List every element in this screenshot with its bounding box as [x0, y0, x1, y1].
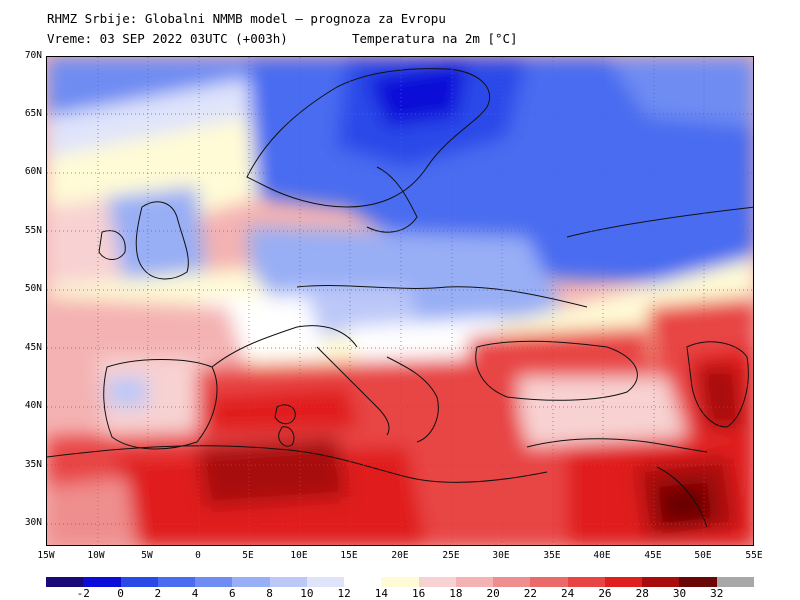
legend-swatch: [269, 577, 308, 587]
lon-label: 50E: [694, 550, 712, 561]
lon-label: 30E: [492, 550, 510, 561]
lon-label: 10W: [87, 550, 105, 561]
lat-label: 55N: [24, 225, 42, 236]
lon-label: 5W: [141, 550, 153, 561]
legend-swatch: [604, 577, 643, 587]
legend-label: 28: [635, 587, 649, 600]
legend-label: 30: [672, 587, 687, 600]
legend-swatch: [195, 577, 233, 587]
chart-title: RHMZ Srbije: Globalni NMMB model — progn…: [47, 11, 446, 26]
lat-label: 35N: [24, 459, 42, 470]
legend-swatch: [232, 577, 271, 587]
lon-label: 10E: [290, 550, 308, 561]
lon-label: 25E: [442, 550, 460, 561]
forecast-time: Vreme: 03 SEP 2022 03UTC (+003h): [47, 31, 288, 46]
legend-label: 26: [598, 587, 612, 600]
legend-label: 16: [412, 587, 426, 600]
lat-label: 50N: [24, 283, 42, 294]
lon-label: 20E: [391, 550, 409, 561]
legend-swatch: [46, 577, 84, 587]
variable-name: Temperatura na 2m [°C]: [352, 31, 518, 46]
legend-swatch: [493, 577, 531, 587]
legend-label: 2: [154, 587, 162, 600]
map-canvas: [47, 57, 753, 545]
legend-label: 22: [523, 587, 538, 600]
legend-label: 32: [710, 587, 724, 600]
legend-label: -2: [76, 587, 90, 600]
lon-label: 15W: [37, 550, 55, 561]
legend-swatch: [120, 577, 159, 587]
lon-label: 5E: [242, 550, 254, 561]
lon-label: 40E: [593, 550, 611, 561]
legend-label: 24: [561, 587, 575, 600]
lat-label: 45N: [24, 342, 42, 353]
legend-label: 10: [300, 587, 314, 600]
legend-swatch: [642, 577, 680, 587]
legend-swatch: [716, 577, 755, 587]
legend-label: 6: [229, 587, 236, 600]
legend-swatch: [157, 577, 196, 587]
legend-swatch: [418, 577, 457, 587]
legend-swatch: [679, 577, 718, 587]
legend-swatch: [344, 577, 382, 587]
legend-label: 14: [374, 587, 388, 600]
gridlines: [47, 57, 753, 545]
legend-swatch: [530, 577, 569, 587]
legend-swatch: [306, 577, 345, 587]
lon-label: 45E: [644, 550, 662, 561]
lat-label: 30N: [24, 517, 42, 528]
lat-label: 70N: [24, 50, 42, 61]
color-legend: [46, 577, 755, 587]
legend-label: 12: [337, 587, 351, 600]
lon-label: 0: [195, 550, 201, 561]
legend-swatch: [83, 577, 121, 587]
coastlines: [47, 68, 753, 528]
temperature-field: [47, 57, 753, 545]
legend-swatch: [567, 577, 606, 587]
legend-label: 0: [117, 587, 124, 600]
legend-swatch: [381, 577, 420, 587]
lat-label: 40N: [24, 400, 42, 411]
lat-label: 60N: [24, 166, 42, 177]
lon-label: 55E: [745, 550, 763, 561]
legend-label: 18: [449, 587, 463, 600]
lat-label: 65N: [24, 108, 42, 119]
legend-label: 8: [266, 587, 273, 600]
lon-label: 15E: [340, 550, 358, 561]
legend-label: 20: [486, 587, 500, 600]
lon-label: 35E: [543, 550, 561, 561]
temperature-map: [46, 56, 754, 546]
legend-swatch: [455, 577, 494, 587]
legend-label: 4: [191, 587, 199, 600]
